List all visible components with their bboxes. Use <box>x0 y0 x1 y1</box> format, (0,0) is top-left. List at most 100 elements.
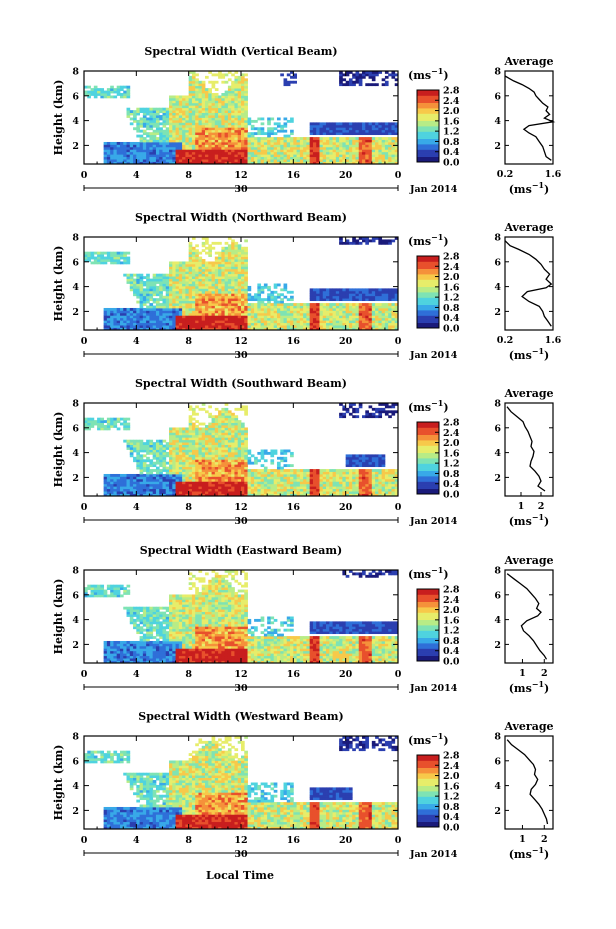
heatmap-cell <box>103 325 108 328</box>
heatmap-cell <box>234 100 239 104</box>
heatmap-cell <box>208 149 212 153</box>
heatmap-cell <box>165 466 170 470</box>
heatmap-cell <box>345 83 350 87</box>
heatmap-cell <box>224 278 229 282</box>
heatmap-cell <box>270 159 275 162</box>
heatmap-cell <box>129 122 134 126</box>
heatmap-cell <box>185 276 190 280</box>
heatmap-cell <box>263 298 268 302</box>
heatmap-cell <box>178 139 183 143</box>
heatmap-cell <box>339 288 343 292</box>
heatmap-cell <box>280 288 284 292</box>
heatmap-cell <box>368 139 373 143</box>
colorbar-tick-label: 0.0 <box>443 324 460 335</box>
heatmap-cell <box>221 132 226 136</box>
heatmap-cell <box>129 454 134 458</box>
heatmap-cell <box>283 320 288 324</box>
heatmap-cell <box>299 307 304 311</box>
heatmap-cell <box>293 307 298 311</box>
heatmap-cell <box>185 102 190 106</box>
heatmap-cell <box>263 315 268 319</box>
heatmap-cell <box>110 146 114 150</box>
heatmap-cell <box>146 127 150 131</box>
heatmap-cell <box>375 73 379 77</box>
heatmap-cell <box>188 434 193 438</box>
heatmap-cell <box>231 102 235 106</box>
heatmap-cell <box>100 261 105 265</box>
heatmap-cell <box>241 251 245 255</box>
heatmap-cell <box>178 491 183 494</box>
heatmap-cell <box>247 320 252 324</box>
heatmap-cell <box>394 156 399 160</box>
heatmap-cell <box>116 427 121 431</box>
heatmap-cell <box>362 303 366 306</box>
heatmap-cell <box>149 439 154 443</box>
heatmap-cell <box>319 295 324 299</box>
heatmap-cell <box>224 268 229 272</box>
heatmap-cell <box>286 315 291 319</box>
heatmap-cell <box>319 290 324 294</box>
heatmap-cell <box>142 107 147 111</box>
heatmap-cell <box>391 320 396 324</box>
heatmap-cell <box>84 420 88 423</box>
heatmap-cell <box>309 325 314 328</box>
heatmap-cell <box>227 259 232 262</box>
heatmap-cell <box>175 325 180 328</box>
heatmap-cell <box>309 322 314 326</box>
heatmap-cell <box>198 303 203 306</box>
heatmap-cell <box>312 129 317 133</box>
heatmap-cell <box>218 137 222 140</box>
heatmap-cell <box>355 288 360 292</box>
heatmap-cell <box>208 271 212 275</box>
heatmap-cell <box>329 312 333 316</box>
heatmap-cell <box>172 285 176 289</box>
heatmap-cell <box>155 473 160 477</box>
heatmap-cell <box>205 298 209 302</box>
heatmap-cell <box>231 298 235 302</box>
heatmap-cell <box>175 471 180 475</box>
heatmap-cell <box>244 78 248 82</box>
heatmap-cell <box>205 127 209 131</box>
heatmap-cell <box>227 93 232 96</box>
heatmap-cell <box>306 320 311 324</box>
heatmap-cell <box>198 491 203 494</box>
heatmap-cell <box>169 466 173 470</box>
heatmap-cell <box>123 90 127 94</box>
heatmap-cell <box>391 124 396 128</box>
heatmap-cell <box>214 119 219 123</box>
heatmap-cell <box>214 298 219 302</box>
heatmap-cell <box>152 139 157 143</box>
heatmap-cell <box>172 488 176 492</box>
heatmap-cell <box>335 325 340 328</box>
heatmap-cell <box>247 288 252 292</box>
heatmap-cell <box>146 134 150 138</box>
heatmap-cell <box>234 124 239 128</box>
heatmap-cell <box>221 327 226 331</box>
heatmap-cell <box>188 312 193 316</box>
heatmap-cell <box>113 251 118 255</box>
heatmap-cell <box>136 281 141 284</box>
heatmap-cell <box>178 312 183 316</box>
heatmap-cell <box>191 454 196 458</box>
heatmap-cell <box>119 161 124 165</box>
heatmap-cell <box>113 488 118 492</box>
heatmap-cell <box>211 110 216 114</box>
heatmap-cell <box>208 283 212 287</box>
heatmap-cell <box>224 254 229 257</box>
heatmap-cell <box>237 88 242 91</box>
heatmap-cell <box>290 146 294 150</box>
heatmap-cell <box>241 122 245 126</box>
heatmap-cell <box>188 146 193 150</box>
heatmap-cell <box>182 481 186 485</box>
heatmap-cell <box>191 261 196 265</box>
heatmap-cell <box>296 325 301 328</box>
heatmap-cell <box>201 88 206 91</box>
heatmap-cell <box>231 273 235 277</box>
heatmap-cell <box>375 295 379 299</box>
heatmap-cell <box>224 115 229 118</box>
heatmap-cell <box>195 447 199 450</box>
heatmap-cell <box>139 151 144 155</box>
heatmap-cell <box>358 124 363 128</box>
heatmap-cell <box>365 290 369 294</box>
heatmap-cell <box>146 486 150 490</box>
